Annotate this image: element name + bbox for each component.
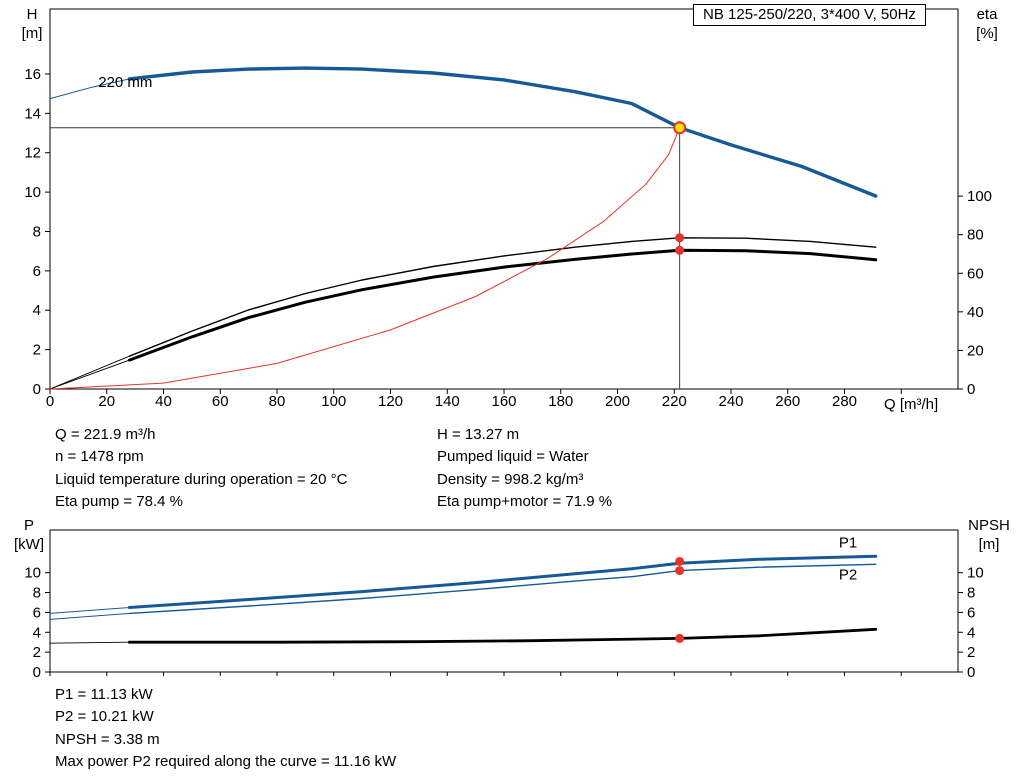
y-tick-label-right: 2: [967, 644, 975, 661]
operating-point-marker: [673, 121, 687, 135]
x-tick-label: 160: [491, 393, 516, 410]
y-tick-label-left: 0: [33, 381, 41, 398]
h-axis-label: H [m]: [21, 6, 43, 42]
x-tick-label: 280: [832, 393, 857, 410]
p2-curve: [128, 563, 877, 615]
info-head: H = 13.27 m: [437, 426, 520, 443]
x-tick-label: 20: [98, 393, 115, 410]
operating-info-right-column: H = 13.27 m Pumped liquid = Water Densit…: [437, 424, 612, 513]
curve-label: P1: [839, 534, 857, 551]
y-tick-label-right: 4: [967, 624, 975, 641]
info-npsh: NPSH = 3.38 m: [55, 730, 160, 748]
x-tick-label: 220: [662, 393, 687, 410]
p-axis-label: P [kW]: [14, 517, 44, 553]
y-tick-label-right: 10: [967, 565, 984, 582]
info-max-power: Max power P2 required along the curve = …: [55, 752, 397, 770]
pump-title-box: NB 125-250/220, 3*400 V, 50Hz: [693, 4, 926, 26]
y-tick-label-right: 6: [967, 604, 975, 621]
info-eta-pump-motor: Eta pump+motor = 71.9 %: [437, 492, 613, 510]
y-tick-label-right: 0: [967, 381, 975, 398]
x-tick-label: 80: [269, 393, 286, 410]
x-tick-label: 100: [321, 393, 346, 410]
power-npsh-chart: 0 2 4 6 8 10 0 2 4 6 8 10 P1 P2: [24, 529, 984, 681]
power-info-block: P1 = 11.13 kW P2 = 10.21 kW NPSH = 3.38 …: [55, 684, 396, 773]
y-tick-label-right: 8: [967, 585, 975, 602]
qh-eta-chart: 0 20 40 60 80 100 120 140 160 180 200 220 240 260 2800…: [24, 8, 992, 410]
x-tick-label: 120: [378, 393, 403, 410]
x-tick-label: 260: [775, 393, 800, 410]
y-tick-label-left: 10: [24, 565, 41, 582]
y-tick-label-left: 6: [33, 263, 41, 280]
q-axis-label: Q [m³/h]: [884, 396, 939, 413]
duty-point-dot: [675, 633, 685, 643]
duty-point-dot: [675, 566, 685, 576]
eta-pump-curve-lead: [49, 355, 130, 390]
power-plot-frame: [49, 529, 959, 673]
y-tick-label-left: 12: [24, 145, 41, 162]
y-tick-label-right: 80: [967, 227, 984, 244]
info-density: Density = 998.2 kg/m³: [437, 470, 584, 488]
eta-axis-label: eta [%]: [976, 6, 998, 42]
x-tick-label: 0: [46, 393, 54, 410]
y-tick-label-left: 0: [33, 664, 41, 681]
curve-label: P2: [839, 567, 857, 584]
system-curve: [49, 127, 681, 390]
p2-curve-lead: [49, 612, 130, 620]
p1-curve-lead: [49, 607, 130, 614]
operating-info-left-column: Q = 221.9 m³/h n = 1478 rpm Liquid tempe…: [55, 424, 347, 513]
duty-point-dot: [675, 556, 685, 566]
info-p2: P2 = 10.21 kW: [55, 708, 154, 726]
x-tick-label: 40: [155, 393, 172, 410]
y-tick-label-right: 0: [967, 664, 975, 681]
head-curve: [127, 66, 878, 198]
y-tick-label-left: 14: [24, 105, 41, 122]
y-tick-label-left: 4: [33, 624, 41, 641]
y-tick-label-left: 2: [33, 644, 41, 661]
y-tick-label-left: 6: [33, 604, 41, 621]
head-curve-lead: [49, 78, 130, 100]
info-p1: P1 = 11.13 kW: [55, 686, 153, 703]
x-tick-label: 140: [435, 393, 460, 410]
x-tick-label: 240: [718, 393, 743, 410]
info-flow: Q = 221.9 m³/h: [55, 426, 156, 443]
info-speed: n = 1478 rpm: [55, 448, 144, 466]
x-tick-label: 180: [548, 393, 573, 410]
y-tick-label-left: 2: [33, 342, 41, 359]
eta-pump-motor-curve-lead: [49, 359, 130, 390]
y-tick-label-left: 10: [24, 184, 41, 201]
eta-pump-motor-curve: [127, 248, 878, 362]
y-tick-label-left: 8: [33, 585, 41, 602]
y-tick-label-right: 20: [967, 342, 984, 359]
duty-point-dot: [675, 245, 685, 255]
p1-curve: [127, 554, 878, 609]
npsh-curve: [127, 627, 878, 644]
eta-pump-curve: [128, 237, 877, 357]
npsh-curve-lead: [49, 641, 130, 644]
y-tick-label-left: 4: [33, 302, 41, 319]
info-liquid-temperature: Liquid temperature during operation = 20…: [55, 470, 348, 488]
info-eta-pump: Eta pump = 78.4 %: [55, 492, 183, 510]
info-pumped-liquid: Pumped liquid = Water: [437, 448, 589, 466]
y-tick-label-right: 40: [967, 304, 984, 321]
y-tick-label-right: 60: [967, 265, 984, 282]
y-tick-label-left: 16: [24, 66, 41, 83]
y-tick-label-left: 8: [33, 223, 41, 240]
x-tick-label: 60: [212, 393, 229, 410]
y-tick-label-right: 100: [967, 188, 992, 205]
curve-label: 220 mm: [98, 74, 152, 91]
duty-point-dot: [675, 233, 685, 243]
qh-plot-frame: [49, 8, 959, 390]
npsh-axis-label: NPSH [m]: [968, 517, 1010, 553]
x-tick-label: 200: [605, 393, 630, 410]
